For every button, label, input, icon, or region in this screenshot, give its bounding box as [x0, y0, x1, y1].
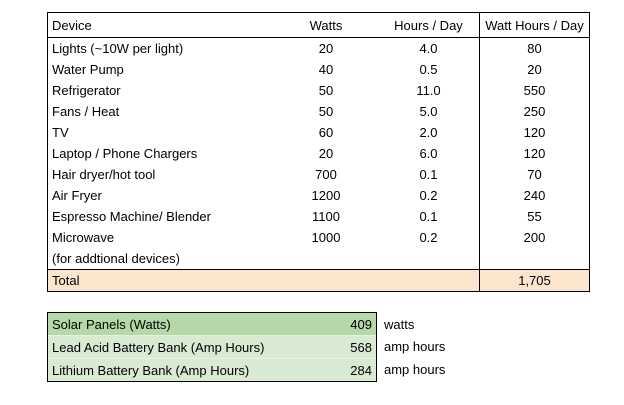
watts-cell[interactable]: 1100 [312, 209, 340, 224]
summary-label-cell[interactable]: Solar Panels (Watts) [52, 316, 171, 332]
summary-row-lithium: Lithium Battery Bank (Amp Hours) 284 [48, 358, 376, 381]
unit-cell[interactable]: amp hours [384, 362, 446, 377]
hours-cell[interactable]: 0.1 [419, 209, 438, 224]
table-row: Fans / Heat 50 5.0 250 [48, 101, 589, 122]
device-cell[interactable]: Laptop / Phone Chargers [52, 146, 198, 161]
device-cell[interactable]: Refrigerator [52, 83, 121, 98]
watt-hours-cell[interactable]: 240 [479, 185, 589, 206]
summary-units-column: watts amp hours amp hours [384, 313, 445, 381]
header-watts[interactable]: Watts [309, 17, 343, 33]
table-row: Microwave 1000 0.2 200 [48, 227, 589, 248]
watt-hours-cell[interactable] [479, 248, 589, 269]
header-watt-hours-per-day[interactable]: Watt Hours / Day [479, 13, 589, 37]
device-cell[interactable]: Lights (~10W per light) [52, 41, 184, 56]
header-device[interactable]: Device [52, 17, 92, 33]
device-power-table: Device Watts Hours / Day Watt Hours / Da… [47, 12, 590, 292]
watt-hours-cell[interactable]: 20 [479, 59, 589, 80]
device-cell[interactable]: Water Pump [52, 62, 124, 77]
table-row: TV 60 2.0 120 [48, 122, 589, 143]
hours-cell[interactable]: 0.2 [419, 188, 438, 203]
watts-cell[interactable]: 60 [318, 125, 334, 140]
watt-hours-cell[interactable]: 200 [479, 227, 589, 248]
hours-cell[interactable]: 11.0 [416, 83, 441, 98]
device-cell[interactable]: TV [52, 125, 69, 140]
device-cell[interactable]: Microwave [52, 230, 115, 245]
watt-hours-cell[interactable]: 250 [479, 101, 589, 122]
device-cell[interactable]: Fans / Heat [52, 104, 120, 119]
watt-hours-cell[interactable]: 120 [479, 143, 589, 164]
table-row: (for addtional devices) [48, 248, 589, 269]
watts-cell[interactable]: 40 [318, 62, 334, 77]
hours-cell[interactable]: 0.2 [419, 230, 438, 245]
header-hours-per-day[interactable]: Hours / Day [394, 17, 463, 33]
watt-hours-cell[interactable]: 70 [479, 164, 589, 185]
summary-row-lead-acid: Lead Acid Battery Bank (Amp Hours) 568 [48, 335, 376, 358]
summary-row-solar: Solar Panels (Watts) 409 [48, 313, 376, 335]
summary-label-cell[interactable]: Lithium Battery Bank (Amp Hours) [52, 362, 250, 378]
table-row: Refrigerator 50 11.0 550 [48, 80, 589, 101]
table-header-row: Device Watts Hours / Day Watt Hours / Da… [48, 13, 589, 38]
table-row: Hair dryer/hot tool 700 0.1 70 [48, 164, 589, 185]
watts-cell[interactable]: 20 [318, 41, 334, 56]
hours-cell[interactable]: 2.0 [419, 125, 438, 140]
total-label-cell[interactable]: Total [52, 273, 80, 288]
total-value-cell[interactable]: 1,705 [479, 270, 589, 291]
summary-value-cell[interactable]: 568 [350, 339, 372, 355]
watts-cell[interactable]: 700 [315, 167, 337, 182]
table-row: Laptop / Phone Chargers 20 6.0 120 [48, 143, 589, 164]
watts-cell[interactable] [274, 248, 378, 269]
table-row: Water Pump 40 0.5 20 [48, 59, 589, 80]
summary-value-cell[interactable]: 284 [350, 362, 372, 378]
hours-cell[interactable]: 0.1 [419, 167, 438, 182]
watt-hours-cell[interactable]: 120 [479, 122, 589, 143]
hours-cell[interactable]: 6.0 [419, 146, 438, 161]
watts-cell[interactable]: 1200 [311, 188, 341, 203]
device-cell[interactable]: Espresso Machine/ Blender [52, 209, 211, 224]
table-row: Espresso Machine/ Blender 1100 0.1 55 [48, 206, 589, 227]
hours-cell[interactable]: 5.0 [419, 104, 438, 119]
hours-cell[interactable]: 0.5 [419, 62, 438, 77]
watts-cell[interactable]: 50 [318, 83, 334, 98]
watts-cell[interactable]: 50 [318, 104, 334, 119]
watt-hours-cell[interactable]: 80 [479, 38, 589, 59]
table-row: Air Fryer 1200 0.2 240 [48, 185, 589, 206]
table-row: Lights (~10W per light) 20 4.0 80 [48, 38, 589, 59]
watt-hours-cell[interactable]: 55 [479, 206, 589, 227]
summary-label-cell[interactable]: Lead Acid Battery Bank (Amp Hours) [52, 339, 265, 355]
total-row: Total 1,705 [48, 269, 589, 291]
device-cell[interactable]: (for addtional devices) [52, 251, 180, 266]
watt-hours-cell[interactable]: 550 [479, 80, 589, 101]
watts-cell[interactable]: 20 [318, 146, 334, 161]
device-cell[interactable]: Hair dryer/hot tool [52, 167, 156, 182]
unit-cell[interactable]: watts [384, 316, 415, 332]
power-summary-table: Solar Panels (Watts) 409 Lead Acid Batte… [47, 312, 377, 382]
hours-cell[interactable] [378, 248, 479, 269]
watts-cell[interactable]: 1000 [311, 230, 341, 245]
device-cell[interactable]: Air Fryer [52, 188, 102, 203]
hours-cell[interactable]: 4.0 [419, 41, 438, 56]
unit-cell[interactable]: amp hours [384, 339, 446, 354]
summary-value-cell[interactable]: 409 [350, 316, 372, 332]
